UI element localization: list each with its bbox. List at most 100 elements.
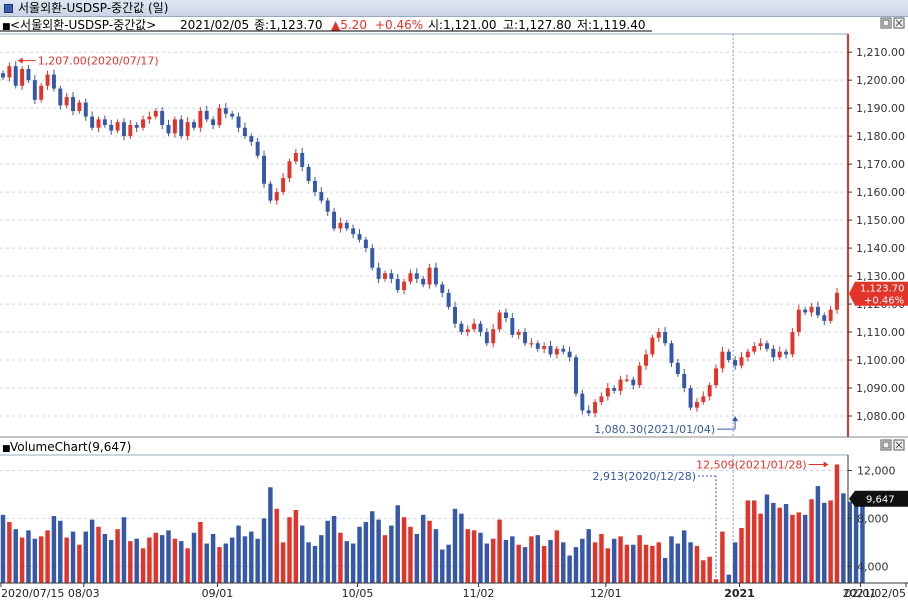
candle xyxy=(771,344,776,362)
volume-bar xyxy=(561,542,566,583)
volume-bar xyxy=(223,543,229,583)
price-header-change: ▲5.20 xyxy=(331,18,367,32)
volume-bar xyxy=(179,541,184,583)
volume-header-label: VolumeChart(9,647) xyxy=(10,440,131,454)
volume-bar xyxy=(510,536,515,583)
candle xyxy=(363,236,368,253)
volume-axis-ticks: 4,000 8,000 12,000 9,647 xyxy=(848,465,908,573)
candle xyxy=(574,354,578,397)
volume-bar xyxy=(338,532,343,583)
volume-bar xyxy=(484,543,490,583)
candle xyxy=(516,329,521,340)
volume-bar xyxy=(809,499,814,583)
volume-bar xyxy=(306,542,311,583)
candle xyxy=(815,301,820,319)
volume-bar xyxy=(153,532,159,583)
candle xyxy=(45,70,50,90)
volume-panel-buttons xyxy=(880,439,905,451)
price-tick-label: 1,140.00 xyxy=(856,242,905,255)
candle xyxy=(433,262,438,288)
price-tick-label: 1,110.00 xyxy=(856,326,905,339)
volume-bar xyxy=(51,516,57,583)
candle xyxy=(274,188,279,205)
candle xyxy=(656,328,661,342)
price-panel-maximize-button[interactable] xyxy=(880,17,892,29)
volume-bar xyxy=(134,538,139,583)
volume-bar xyxy=(210,533,216,583)
volume-bar xyxy=(19,537,25,583)
volume-annotation-label: 12,509(2021/01/28) xyxy=(696,458,806,471)
volume-bar xyxy=(13,529,18,583)
volume-bar xyxy=(242,536,248,583)
candle xyxy=(147,111,152,124)
volume-tick-label: 4,000 xyxy=(857,560,889,573)
candle xyxy=(351,224,356,239)
candle xyxy=(281,173,286,195)
candle xyxy=(83,98,88,121)
volume-bar xyxy=(0,514,6,583)
volume-bar xyxy=(726,574,731,583)
volume-bar xyxy=(739,527,744,583)
volume-bar xyxy=(109,539,114,583)
candle xyxy=(567,346,572,362)
volume-header: ■ VolumeChart(9,647) xyxy=(2,440,131,454)
volume-axis: 4,000 8,000 12,000 9,647 xyxy=(847,455,908,583)
volume-bar xyxy=(592,542,598,583)
candle xyxy=(618,375,623,396)
volume-bar xyxy=(599,533,604,583)
candle xyxy=(1,70,5,81)
volume-bar xyxy=(414,533,420,583)
volume-bar xyxy=(802,514,808,583)
candle xyxy=(605,382,610,401)
volume-bar xyxy=(427,520,432,583)
volume-bar xyxy=(752,500,757,583)
date-tick-label: 11/02 xyxy=(463,587,495,600)
candle xyxy=(637,361,642,389)
candle xyxy=(822,312,827,326)
candle xyxy=(663,327,668,347)
candle xyxy=(115,119,120,134)
date-tick-label: 02/01 xyxy=(845,587,877,600)
volume-bar xyxy=(121,517,127,583)
candle xyxy=(204,105,209,123)
volume-tick-label: 12,000 xyxy=(857,465,896,478)
price-tick-label: 1,130.00 xyxy=(856,270,905,283)
candle xyxy=(268,180,273,204)
volume-bar xyxy=(255,538,260,583)
volume-bar xyxy=(503,539,509,583)
candle xyxy=(535,340,540,352)
candle xyxy=(408,269,413,285)
candle xyxy=(300,147,305,172)
volume-bar xyxy=(815,486,821,583)
candle xyxy=(64,93,69,109)
price-header-close: 종:1,123.70 xyxy=(254,18,323,32)
volume-panel-maximize-button[interactable] xyxy=(880,439,892,451)
volume-bar xyxy=(662,557,668,583)
candle xyxy=(440,281,445,298)
volume-bar xyxy=(783,504,789,583)
candle xyxy=(102,115,107,128)
volume-bar xyxy=(268,487,273,583)
date-tick-label: 09/01 xyxy=(202,587,234,600)
volume-bar xyxy=(312,545,318,583)
volume-bar xyxy=(828,500,833,583)
volume-bar xyxy=(38,536,44,583)
candle xyxy=(51,69,56,92)
volume-bar xyxy=(796,512,802,583)
volume-bar xyxy=(287,517,292,583)
price-header-name: <서울외환-USDSP-중간값> xyxy=(10,18,156,32)
volume-bar xyxy=(147,537,152,583)
volume-bar xyxy=(249,531,254,583)
window-titlebar[interactable]: 서울외환-USDSP-중간값 (일) xyxy=(0,0,908,17)
candle xyxy=(312,177,317,197)
volume-bar xyxy=(554,530,560,583)
window-title: 서울외환-USDSP-중간값 (일) xyxy=(18,1,169,15)
volume-bar xyxy=(7,521,12,583)
volume-bar xyxy=(605,548,611,583)
volume-bar xyxy=(274,508,279,583)
volume-bar xyxy=(229,537,235,583)
candle xyxy=(739,352,744,369)
candle xyxy=(325,197,330,216)
price-annotations: 1,207.00(2020/07/17) 1,080.30(2021/01/04) xyxy=(17,55,739,436)
candle xyxy=(688,385,693,411)
